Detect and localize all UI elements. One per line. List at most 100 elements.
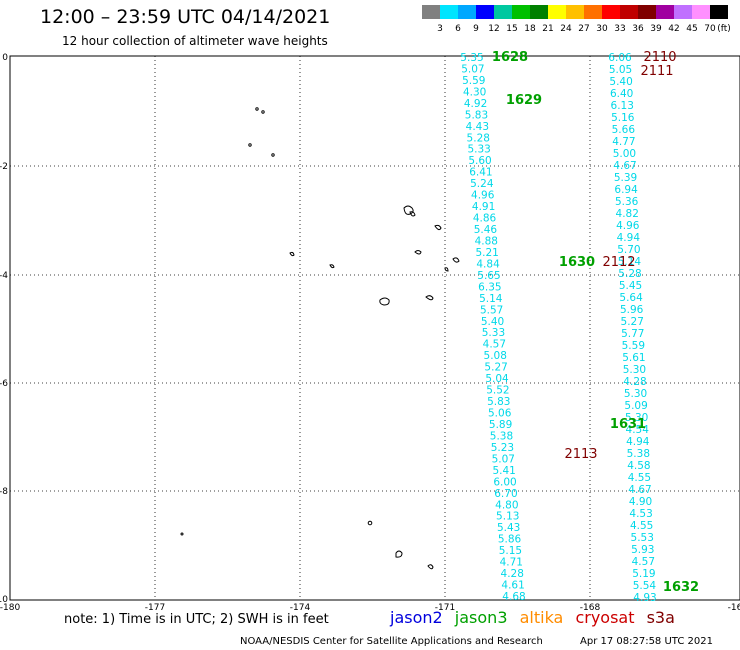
swh-value: 4.82 bbox=[616, 208, 639, 220]
colorbar-swatch bbox=[638, 5, 656, 19]
altimeter-tracks: 5.355.075.594.304.925.834.435.285.335.60… bbox=[460, 52, 656, 604]
swh-value: 5.96 bbox=[620, 304, 644, 316]
swh-value: 5.93 bbox=[631, 544, 654, 556]
credit-line: NOAA/NESDIS Center for Satellite Applica… bbox=[240, 636, 543, 647]
legend-s3a: s3a bbox=[646, 608, 675, 627]
swh-value: 5.27 bbox=[484, 362, 507, 374]
swh-value: 6.13 bbox=[611, 100, 634, 112]
colorbar-label: 21 bbox=[542, 24, 553, 34]
island bbox=[452, 257, 460, 263]
island bbox=[379, 297, 390, 306]
swh-value: 5.38 bbox=[627, 448, 650, 460]
swh-value: 5.04 bbox=[485, 373, 509, 385]
island bbox=[434, 224, 442, 231]
x-tick-label: -174 bbox=[290, 603, 311, 613]
swh-value: 5.27 bbox=[621, 316, 644, 328]
swh-value: 4.94 bbox=[626, 436, 650, 448]
pass-time-label: 2112 bbox=[602, 255, 635, 270]
swh-value: 5.52 bbox=[486, 385, 509, 397]
swh-value: 5.66 bbox=[612, 124, 636, 136]
island bbox=[255, 107, 259, 111]
colorbar-label: 12 bbox=[488, 24, 499, 34]
island bbox=[248, 143, 252, 147]
swh-value: 5.46 bbox=[474, 224, 498, 236]
swh-value: 5.40 bbox=[609, 76, 632, 88]
swh-value: 5.23 bbox=[491, 442, 514, 454]
gridlines bbox=[10, 56, 740, 600]
swh-value: 5.09 bbox=[624, 400, 647, 412]
colorbar-label: 3 bbox=[437, 24, 443, 34]
swh-value: 5.06 bbox=[488, 408, 512, 420]
x-tick-label: -168 bbox=[580, 603, 601, 613]
colorbar-swatch bbox=[656, 5, 674, 19]
colorbar-swatch bbox=[620, 5, 638, 19]
swh-value: 5.30 bbox=[624, 388, 647, 400]
colorbar-swatch bbox=[692, 5, 710, 19]
swh-value: 5.43 bbox=[497, 522, 520, 534]
x-tick-label: -16 bbox=[728, 603, 740, 613]
colorbar-label: 70 bbox=[704, 24, 716, 34]
pass-time-label: 1628 bbox=[492, 50, 528, 65]
colorbar-swatch bbox=[494, 5, 512, 19]
swh-value: 4.71 bbox=[500, 557, 523, 569]
swh-value: 5.05 bbox=[609, 64, 632, 76]
swh-value: 4.30 bbox=[463, 86, 486, 98]
colorbar-swatch bbox=[602, 5, 620, 19]
swh-value: 5.19 bbox=[632, 568, 655, 580]
swh-value: 5.61 bbox=[622, 352, 645, 364]
swh-value: 5.38 bbox=[490, 430, 513, 442]
swh-value: 5.16 bbox=[611, 112, 635, 124]
island bbox=[329, 264, 335, 269]
swh-value: 5.28 bbox=[618, 268, 641, 280]
swh-value: 4.92 bbox=[464, 98, 487, 110]
colorbar-label: 6 bbox=[455, 24, 461, 34]
swh-value: 4.86 bbox=[473, 213, 497, 225]
swh-value: 5.40 bbox=[481, 316, 504, 328]
island bbox=[289, 251, 295, 257]
island bbox=[271, 153, 275, 157]
swh-value: 6.94 bbox=[614, 184, 638, 196]
swh-value: 5.64 bbox=[619, 292, 643, 304]
swh-value: 5.28 bbox=[467, 132, 490, 144]
colorbar-swatch bbox=[710, 5, 728, 19]
x-tick-label: -177 bbox=[145, 603, 165, 613]
colorbar-swatch bbox=[512, 5, 530, 19]
swh-value: 5.60 bbox=[468, 155, 491, 167]
swh-value: 4.90 bbox=[629, 496, 652, 508]
swh-value: 5.00 bbox=[613, 148, 636, 160]
swh-value: 6.35 bbox=[478, 281, 501, 293]
swh-value: 4.67 bbox=[628, 484, 651, 496]
island bbox=[409, 211, 416, 217]
map-subtitle: 12 hour collection of altimeter wave hei… bbox=[62, 34, 328, 48]
swh-value: 4.67 bbox=[613, 160, 636, 172]
swh-value: 5.08 bbox=[484, 350, 507, 362]
pass-time-label: 2110 bbox=[643, 50, 676, 65]
island bbox=[180, 532, 184, 536]
swh-value: 4.53 bbox=[629, 508, 652, 520]
swh-value: 4.57 bbox=[483, 339, 506, 351]
island bbox=[395, 550, 403, 558]
swh-value: 4.55 bbox=[628, 472, 651, 484]
swh-value: 5.41 bbox=[492, 465, 515, 477]
island bbox=[367, 520, 373, 526]
swh-value: 4.28 bbox=[501, 568, 524, 580]
swh-value: 4.54 bbox=[626, 424, 650, 436]
satellite-legend: jason2 jason3 altika cryosat s3a bbox=[390, 608, 682, 627]
swh-value: 5.15 bbox=[499, 545, 522, 557]
y-axis-ticks: 0 -2 -4 -6 -8 -10 bbox=[0, 53, 8, 605]
swh-value: 5.83 bbox=[487, 396, 510, 408]
swh-value: 4.43 bbox=[466, 121, 489, 133]
swh-value: 4.84 bbox=[476, 258, 500, 270]
island bbox=[414, 250, 422, 255]
swh-value: 5.36 bbox=[615, 196, 639, 208]
swh-value: 5.59 bbox=[622, 340, 645, 352]
legend-cryosat: cryosat bbox=[575, 608, 635, 627]
pass-time-label: 2113 bbox=[564, 447, 597, 462]
swh-value: 5.33 bbox=[467, 144, 490, 156]
swh-value: 4.94 bbox=[617, 232, 641, 244]
swh-value: 5.77 bbox=[621, 328, 644, 340]
swh-value: 5.30 bbox=[625, 412, 648, 424]
footer-note: note: 1) Time is in UTC; 2) SWH is in fe… bbox=[64, 612, 329, 627]
colorbar-label: 15 bbox=[506, 24, 517, 34]
